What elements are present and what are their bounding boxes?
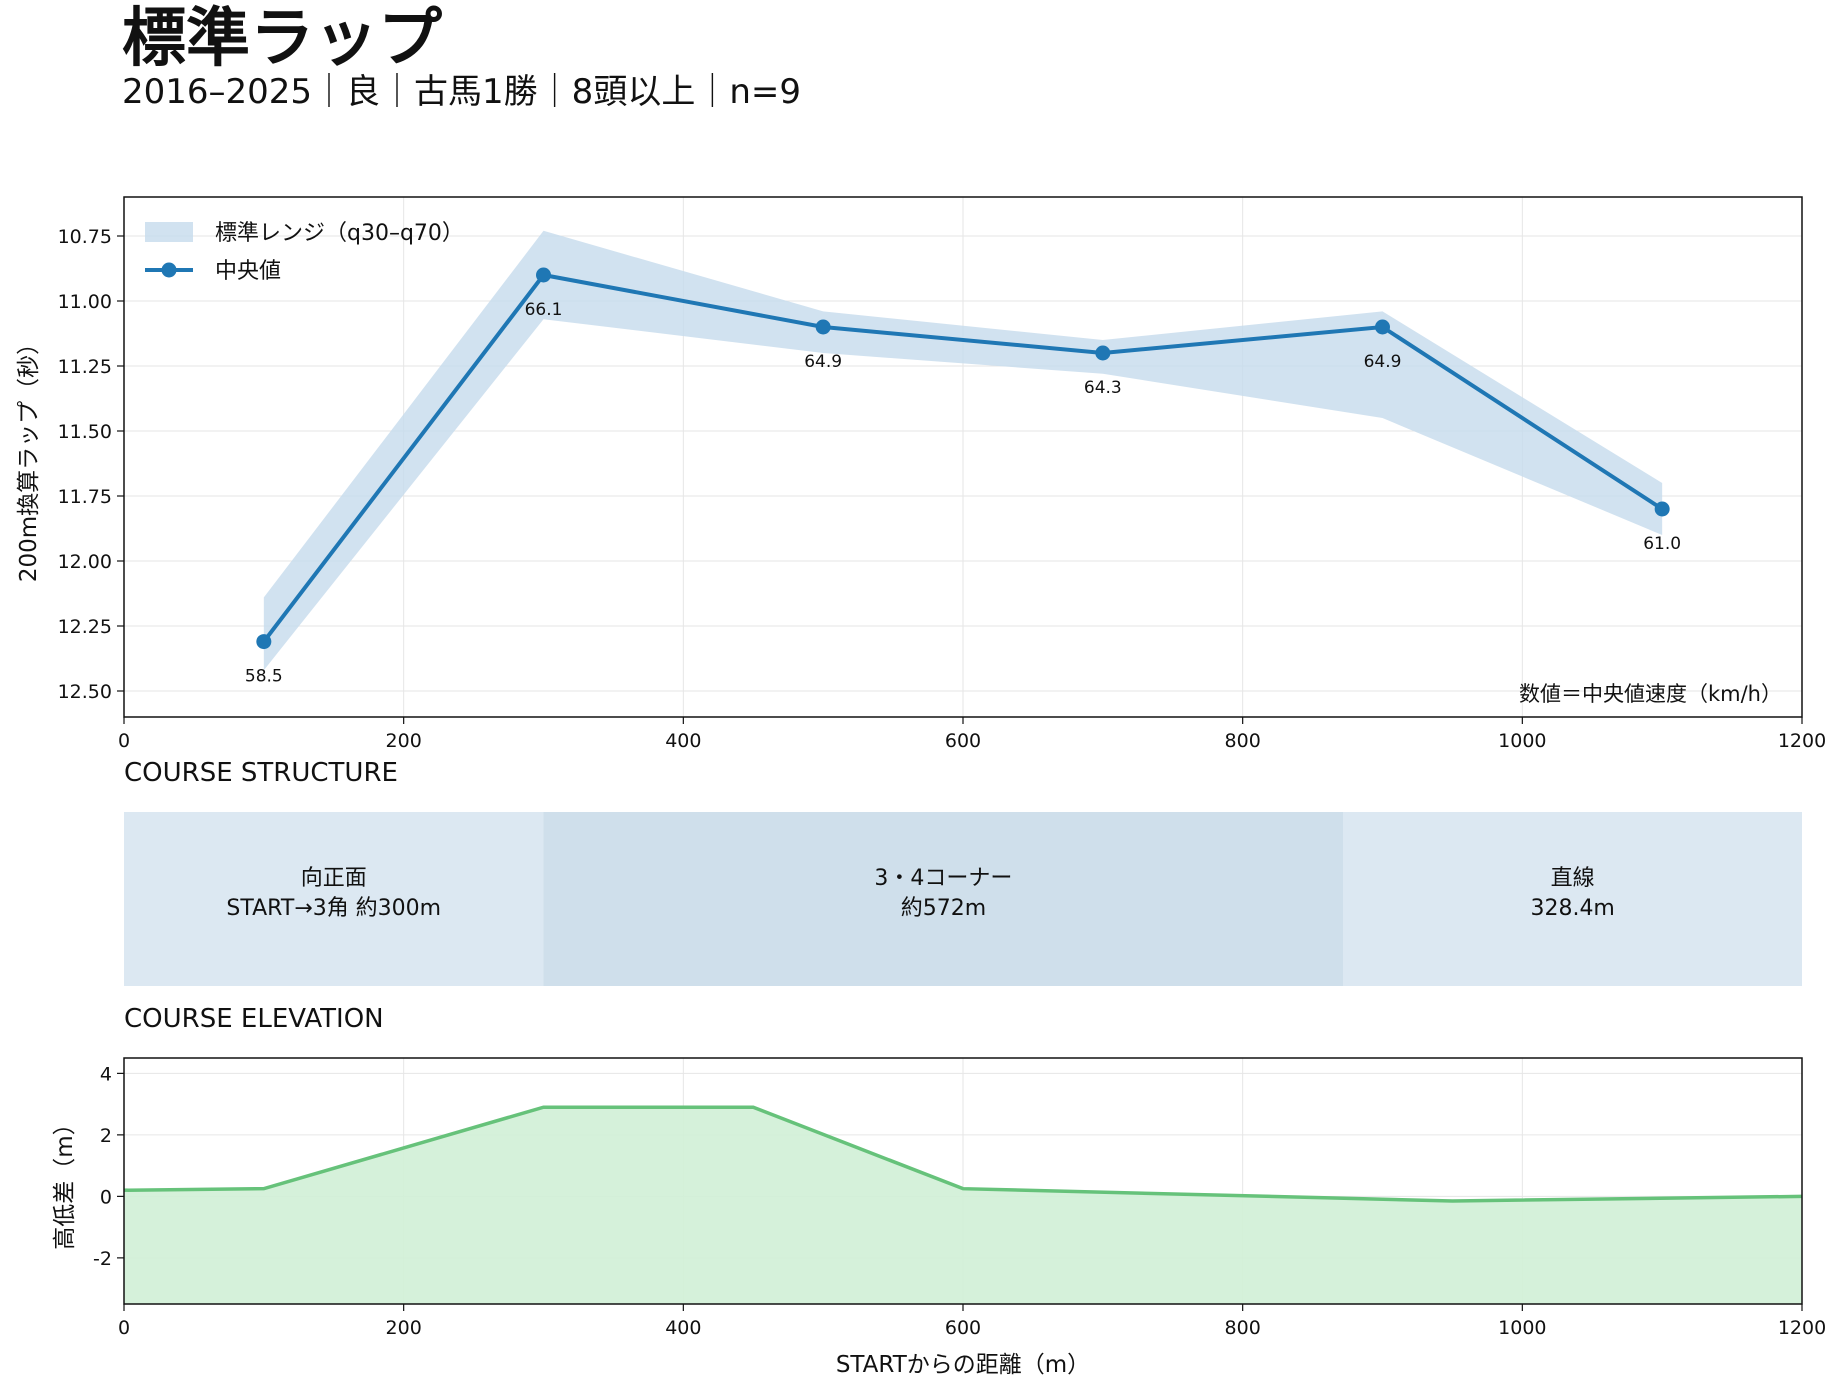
course-structure-label: COURSE STRUCTURE [124,758,398,788]
y-axis-title: 200m換算ラップ（秒） [16,332,42,582]
median-point [1375,319,1390,335]
y-tick-label: -2 [93,1248,112,1270]
x-tick-label: 1200 [1778,1317,1826,1339]
legend-line-label: 中央値 [215,259,281,284]
y-tick-label: 12.25 [58,616,112,638]
x-tick-label: 600 [945,1317,981,1339]
y-tick-label: 11.25 [58,356,112,378]
x-tick-label: 1000 [1498,1317,1546,1339]
page-subtitle: 2016–2025｜良｜古馬1勝｜8頭以上｜n=9 [122,72,801,112]
x-tick-label: 600 [945,730,981,752]
x-tick-label: 800 [1225,1317,1261,1339]
median-point [1095,345,1111,361]
lap-chart: 58.5 66.1 64.9 64.3 64.9 61.0 0 200 400 600 800 100… [16,196,1826,752]
elevation-line [123,1105,1803,1203]
median-point [536,267,551,283]
segment-name: 向正面 [301,866,367,891]
course-segment [124,812,544,986]
elevation-area [124,1107,1802,1304]
x-tick-label: 400 [665,1317,701,1339]
legend-line-marker [161,262,177,278]
y-tick-label: 10.75 [58,226,112,248]
legend-band-swatch [145,222,193,242]
data-label: 64.9 [804,352,842,372]
y-tick-label: 12.00 [58,551,112,573]
y-tick-label: 12.50 [58,681,112,703]
x-tick-label: 0 [118,730,130,752]
median-point [1654,501,1670,517]
x-tick-label: 800 [1225,730,1261,752]
segment-name: 3・4コーナー [874,866,1012,891]
data-label: 64.9 [1364,352,1402,372]
course-segment [543,812,1344,986]
data-label: 61.0 [1643,534,1681,554]
median-point [815,319,831,335]
data-label: 66.1 [525,300,563,320]
y-tick-label: 0 [100,1186,112,1208]
y-tick-label: 4 [100,1063,112,1085]
segment-detail: 約572m [901,896,986,921]
median-point [256,634,272,650]
y-tick-label: 11.50 [58,421,112,443]
y-tick-label: 11.75 [58,486,112,508]
data-label: 58.5 [245,667,283,687]
x-tick-label: 200 [386,730,422,752]
median-line [262,272,1664,643]
data-label: 64.3 [1084,378,1122,398]
segment-detail: 328.4m [1530,896,1614,921]
y-tick-label: 2 [100,1125,112,1147]
elevation-chart: 0 200 400 600 800 1000 1200 4 2 0 -2 STARTからの距離（m） 高… [52,1057,1826,1378]
x-tick-label: 0 [118,1317,130,1339]
course-elevation-label: COURSE ELEVATION [124,1004,384,1034]
x-tick-label: 200 [386,1317,422,1339]
y-tick-label: 11.00 [58,291,112,313]
range-band [263,230,1663,671]
y-axis-title: 高低差（m） [52,1112,78,1249]
x-tick-label: 1200 [1778,730,1826,752]
course-segment [1343,812,1802,986]
x-tick-label: 1000 [1498,730,1546,752]
chart-annotation: 数値＝中央値速度（km/h） [1519,682,1782,706]
x-axis-title: STARTからの距離（m） [836,1352,1090,1378]
legend-band-label: 標準レンジ（q30–q70） [215,221,464,246]
segment-name: 直線 [1551,866,1595,891]
page-title: 標準ラップ [122,2,442,76]
segment-detail: START→3角 約300m [226,896,441,921]
x-tick-label: 400 [665,730,701,752]
